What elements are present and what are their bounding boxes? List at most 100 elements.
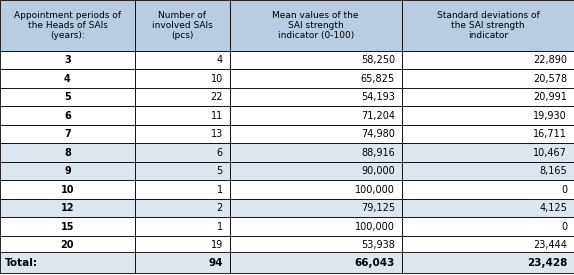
Bar	[0, 162, 135, 180]
Text: 22: 22	[210, 92, 223, 102]
Text: Number of
involved SAIs
(pcs): Number of involved SAIs (pcs)	[152, 10, 212, 40]
Text: 90,000: 90,000	[361, 166, 395, 176]
Text: 88,916: 88,916	[361, 148, 395, 158]
Text: 10: 10	[61, 185, 74, 195]
Bar	[0, 88, 135, 106]
Bar	[0, 106, 135, 125]
Text: 0: 0	[561, 222, 567, 232]
Bar	[135, 88, 230, 106]
Bar	[230, 199, 402, 217]
Text: 4,125: 4,125	[539, 203, 567, 213]
Text: 53,938: 53,938	[361, 240, 395, 250]
Text: 20: 20	[61, 240, 74, 250]
Bar	[230, 143, 402, 162]
Text: 79,125: 79,125	[361, 203, 395, 213]
Bar	[135, 0, 230, 51]
Text: 100,000: 100,000	[355, 222, 395, 232]
Bar	[135, 199, 230, 217]
Bar	[0, 0, 135, 51]
Text: 20,578: 20,578	[533, 74, 567, 84]
Bar	[135, 106, 230, 125]
Text: 23,444: 23,444	[533, 240, 567, 250]
Bar	[135, 236, 230, 254]
Text: 58,250: 58,250	[361, 55, 395, 65]
Bar	[230, 88, 402, 106]
Bar	[230, 125, 402, 143]
Bar	[402, 106, 574, 125]
Text: 4: 4	[216, 55, 223, 65]
Bar	[0, 199, 135, 217]
Text: 5: 5	[64, 92, 71, 102]
Text: 16,711: 16,711	[533, 129, 567, 139]
Bar	[402, 252, 574, 273]
Text: Standard deviations of
the SAI strength
indicator: Standard deviations of the SAI strength …	[436, 10, 540, 40]
Bar	[402, 143, 574, 162]
Bar	[402, 217, 574, 236]
Text: 71,204: 71,204	[361, 111, 395, 121]
Text: 10,467: 10,467	[533, 148, 567, 158]
Bar	[135, 125, 230, 143]
Bar	[135, 180, 230, 199]
Text: 94: 94	[208, 258, 223, 268]
Bar	[402, 180, 574, 199]
Text: Appointment periods of
the Heads of SAIs
(years):: Appointment periods of the Heads of SAIs…	[14, 10, 121, 40]
Text: 15: 15	[61, 222, 74, 232]
Bar	[135, 252, 230, 273]
Bar	[0, 217, 135, 236]
Bar	[0, 51, 135, 69]
Text: 10: 10	[211, 74, 223, 84]
Text: 2: 2	[216, 203, 223, 213]
Bar	[402, 88, 574, 106]
Text: 5: 5	[216, 166, 223, 176]
Text: 19: 19	[211, 240, 223, 250]
Text: 3: 3	[64, 55, 71, 65]
Bar	[135, 217, 230, 236]
Text: 1: 1	[216, 185, 223, 195]
Text: 9: 9	[64, 166, 71, 176]
Text: 4: 4	[64, 74, 71, 84]
Bar	[230, 0, 402, 51]
Bar	[402, 0, 574, 51]
Bar	[230, 51, 402, 69]
Bar	[230, 236, 402, 254]
Text: 13: 13	[211, 129, 223, 139]
Bar	[0, 69, 135, 88]
Bar	[230, 69, 402, 88]
Bar	[135, 51, 230, 69]
Text: 66,043: 66,043	[355, 258, 395, 268]
Bar	[402, 199, 574, 217]
Bar	[0, 125, 135, 143]
Text: 54,193: 54,193	[361, 92, 395, 102]
Text: 65,825: 65,825	[361, 74, 395, 84]
Text: 100,000: 100,000	[355, 185, 395, 195]
Bar	[230, 162, 402, 180]
Bar	[402, 125, 574, 143]
Bar	[0, 180, 135, 199]
Text: 6: 6	[216, 148, 223, 158]
Text: 8: 8	[64, 148, 71, 158]
Text: 6: 6	[64, 111, 71, 121]
Text: 1: 1	[216, 222, 223, 232]
Bar	[135, 69, 230, 88]
Bar	[0, 236, 135, 254]
Text: 8,165: 8,165	[540, 166, 567, 176]
Text: 23,428: 23,428	[527, 258, 567, 268]
Text: 74,980: 74,980	[361, 129, 395, 139]
Bar	[230, 217, 402, 236]
Bar	[402, 162, 574, 180]
Bar	[0, 252, 135, 273]
Text: 0: 0	[561, 185, 567, 195]
Bar	[230, 106, 402, 125]
Bar	[402, 69, 574, 88]
Bar	[402, 51, 574, 69]
Text: 12: 12	[61, 203, 74, 213]
Bar	[135, 162, 230, 180]
Bar	[230, 252, 402, 273]
Text: 20,991: 20,991	[533, 92, 567, 102]
Text: 22,890: 22,890	[533, 55, 567, 65]
Bar	[402, 236, 574, 254]
Text: 11: 11	[211, 111, 223, 121]
Text: Mean values of the
SAI strength
indicator (0-100): Mean values of the SAI strength indicato…	[273, 10, 359, 40]
Text: 19,930: 19,930	[533, 111, 567, 121]
Bar	[230, 180, 402, 199]
